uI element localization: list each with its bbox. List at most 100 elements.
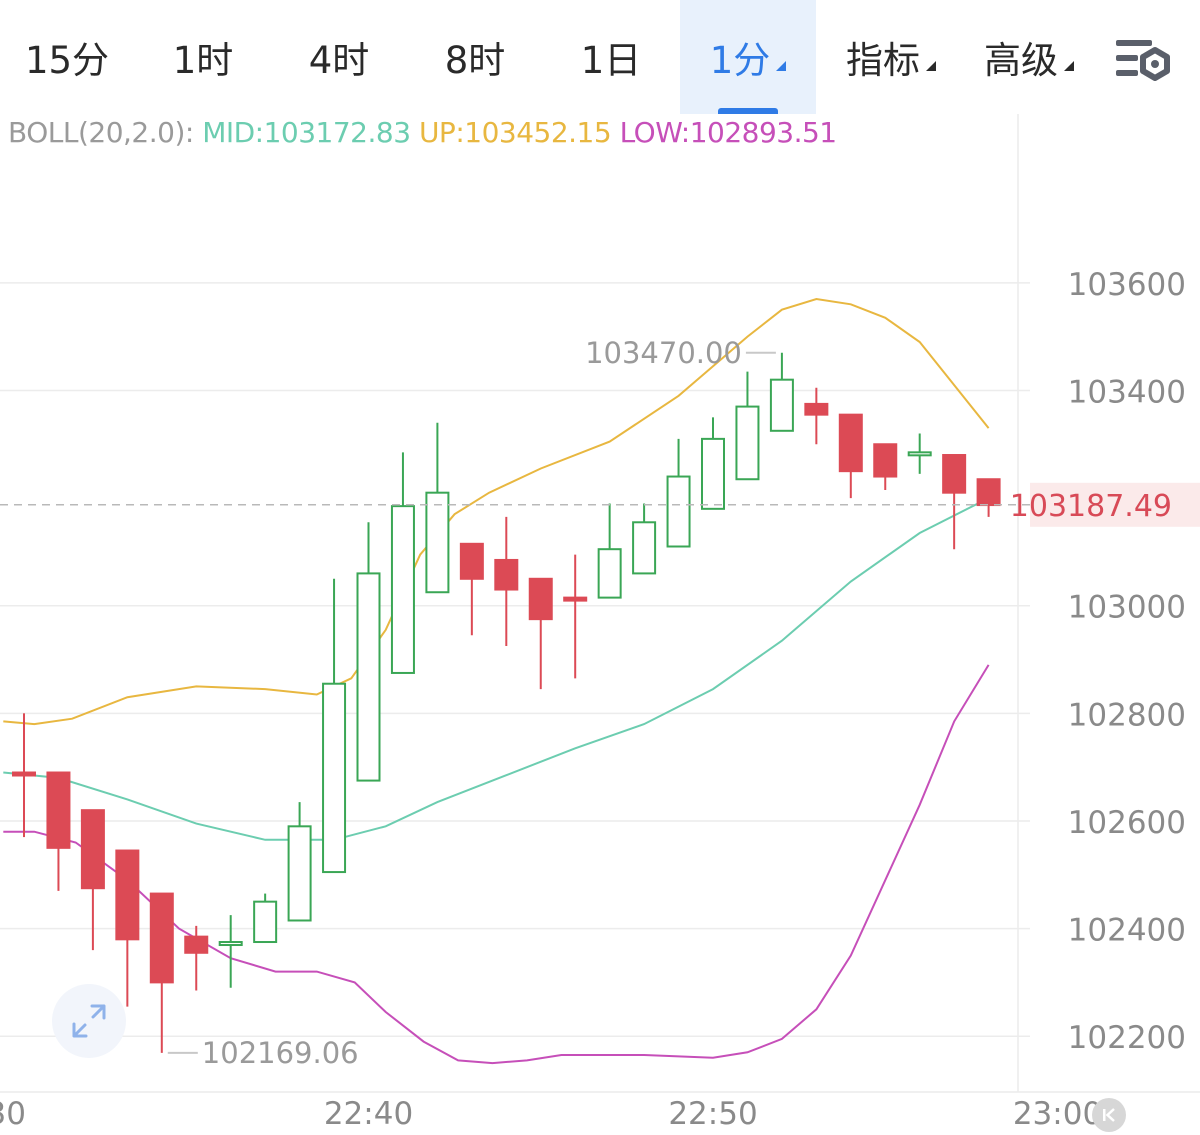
tab-1min[interactable]: 1分 — [680, 0, 816, 114]
tab-advanced[interactable]: 高级 — [966, 0, 1092, 114]
candle-up — [218, 915, 243, 988]
boll-mid-line — [3, 497, 990, 841]
boll-label: BOLL(20,2.0): — [8, 116, 194, 149]
candle-up — [390, 452, 415, 674]
candle-down — [873, 443, 898, 490]
candle-body — [873, 443, 898, 478]
candle-down — [528, 577, 553, 690]
candle-down — [12, 713, 36, 838]
y-tick-label: 102600 — [1068, 805, 1186, 841]
candle-up — [597, 503, 622, 599]
tab-8h-label: 8时 — [444, 39, 506, 82]
chart-settings-gear-icon — [1116, 40, 1170, 81]
candle-down — [115, 849, 140, 1007]
candlestick-chart[interactable]: 103600 103400 103000 102800 102600 102400 1022… — [0, 114, 1200, 1135]
fullscreen-expand-button[interactable] — [52, 984, 126, 1058]
candle-down — [459, 542, 484, 636]
tab-1h[interactable]: 1时 — [140, 0, 266, 114]
candle-body — [356, 572, 381, 782]
candle-body — [184, 935, 209, 954]
scroll-to-latest-button[interactable] — [1092, 1098, 1126, 1132]
candle-body — [494, 558, 519, 591]
candle-body — [563, 596, 588, 602]
candle-body — [907, 451, 932, 457]
tab-1d[interactable]: 1日 — [548, 0, 674, 114]
candle-up — [769, 352, 794, 432]
candle-body — [597, 548, 622, 599]
candle-down — [942, 454, 967, 550]
candle-body — [46, 771, 71, 849]
chart-labels: 103600 103400 103000 102800 102600 102400 1022… — [0, 267, 1200, 1132]
y-tick-label: 103600 — [1068, 267, 1186, 303]
y-tick-label: 103000 — [1068, 590, 1186, 626]
candle-down — [838, 413, 863, 499]
boll-mid-value: MID:103172.83 — [202, 116, 411, 149]
candle-down — [976, 478, 1001, 517]
tab-15min-label: 15分 — [24, 39, 110, 82]
boll-upper-line — [3, 297, 990, 726]
candle-body — [632, 521, 657, 575]
tab-15min[interactable]: 15分 — [8, 0, 126, 114]
candle-body — [769, 378, 794, 432]
candle-up — [666, 438, 691, 548]
tab-1min-label: 1分 — [709, 39, 771, 82]
chart-settings-button[interactable] — [1110, 30, 1174, 90]
active-tab-indicator — [718, 108, 778, 114]
y-tick-label: 102200 — [1068, 1020, 1186, 1056]
candle-body — [838, 413, 863, 473]
jump-to-latest-icon — [1103, 1108, 1115, 1122]
timeframe-tab-bar: 15分 1时 4时 8时 1日 1分 指标 高级 — [0, 0, 1200, 114]
candle-up — [356, 522, 381, 782]
candle-up — [735, 371, 760, 481]
tab-advanced-label: 高级 — [984, 39, 1058, 82]
dropdown-triangle-icon — [926, 61, 936, 71]
candle-up — [322, 578, 347, 874]
high-price-label: 103470.00 — [585, 336, 742, 370]
y-tick-label: 102400 — [1068, 913, 1186, 949]
boll-bands — [3, 297, 990, 1065]
candle-up — [287, 802, 312, 922]
dropdown-triangle-icon — [776, 61, 787, 71]
expand-arrows-icon — [72, 1004, 106, 1038]
tab-1h-label: 1时 — [172, 39, 234, 82]
candle-body — [701, 437, 725, 510]
tab-4h-label: 4时 — [308, 39, 370, 82]
tab-indicators[interactable]: 指标 — [828, 0, 954, 114]
candle-body — [218, 941, 243, 947]
candle-down — [563, 554, 588, 679]
boll-indicator-legend: BOLL(20,2.0): MID:103172.83 UP:103452.15… — [8, 116, 837, 149]
candle-body — [115, 849, 140, 941]
low-price-label: 102169.06 — [202, 1036, 359, 1070]
candle-down — [804, 387, 829, 445]
candle-body — [149, 892, 174, 984]
tab-8h[interactable]: 8时 — [412, 0, 538, 114]
current-price-label: 103187.49 — [1010, 489, 1172, 524]
candle-body — [804, 402, 829, 416]
x-tick-label: 22:50 — [668, 1096, 757, 1132]
candle-down — [184, 925, 209, 991]
tab-1d-label: 1日 — [580, 39, 642, 82]
current-price-tag — [1030, 482, 1200, 527]
candle-up — [701, 417, 725, 510]
candle-body — [390, 505, 415, 674]
x-tick-label: 23:00 — [1013, 1096, 1102, 1132]
x-tick-label: 30 — [0, 1096, 26, 1132]
candle-body — [425, 491, 450, 594]
chart-grid — [0, 114, 1200, 1093]
candle-down — [46, 771, 71, 891]
candle-up — [907, 433, 932, 474]
candle-body — [322, 682, 347, 874]
boll-low-value: LOW:102893.51 — [619, 116, 838, 149]
boll-lower-line — [3, 664, 990, 1065]
dropdown-triangle-icon — [1064, 61, 1074, 71]
candle-body — [976, 478, 1001, 507]
y-tick-label: 103400 — [1068, 374, 1186, 410]
candles — [12, 352, 1001, 1053]
candle-body — [12, 771, 36, 777]
candle-up — [253, 893, 278, 944]
candle-down — [494, 516, 519, 647]
y-tick-label: 102800 — [1068, 697, 1186, 733]
candle-body — [459, 542, 484, 580]
candle-down — [149, 892, 174, 1053]
tab-4h[interactable]: 4时 — [276, 0, 402, 114]
